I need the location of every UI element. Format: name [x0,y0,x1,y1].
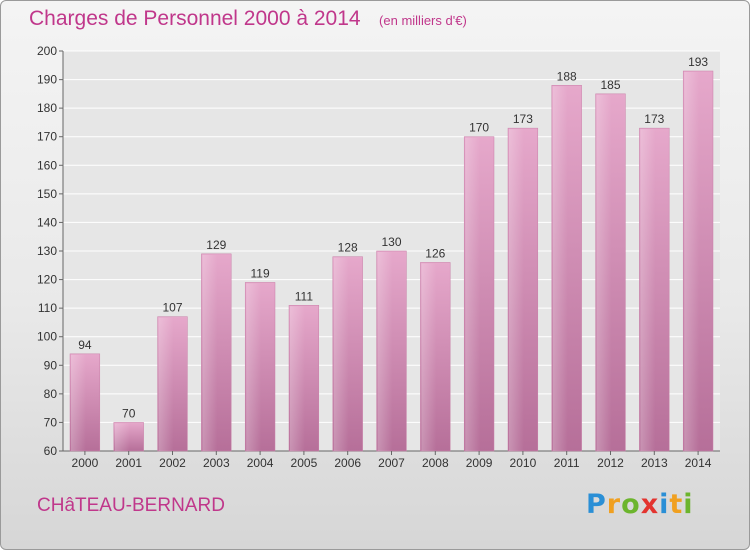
data-label: 111 [295,289,314,303]
logo-letter: r [606,489,622,520]
chart-subtitle: (en milliers d'€) [379,13,467,28]
y-tick-label: 200 [37,44,57,58]
x-tick-label: 2004 [247,456,274,470]
bar-highlight [684,72,700,451]
x-tick-label: 2003 [203,456,230,470]
x-tick-label: 2013 [641,456,668,470]
x-tick-label: 2005 [291,456,318,470]
chart-title-block: Charges de Personnel 2000 à 2014 (en mil… [29,7,467,31]
data-label: 185 [600,78,620,92]
y-tick-label: 130 [37,244,57,258]
y-tick-label: 160 [37,158,57,172]
bar-highlight [246,283,262,451]
y-tick-label: 150 [37,187,57,201]
logo-letter: x [640,489,660,520]
data-label: 193 [688,55,708,69]
bar-highlight [290,306,305,451]
logo-letter: o [621,489,641,520]
data-label: 128 [338,241,358,255]
bar-highlight [509,129,524,451]
x-tick-label: 2006 [334,456,361,470]
bar-highlight [333,257,349,451]
logo-letter: i [659,489,670,520]
bar-highlight [421,263,437,451]
data-label: 107 [162,301,182,315]
logo-letter: P [586,489,607,520]
y-tick-label: 110 [38,301,57,315]
bar-highlight [552,86,568,452]
x-tick-label: 2001 [115,456,142,470]
bar-highlight [71,354,86,451]
bar-highlight [202,254,218,451]
logo-letter: i [683,489,694,520]
y-tick-label: 80 [44,387,58,401]
y-tick-label: 120 [37,273,57,287]
x-tick-label: 2014 [685,456,712,470]
bar-highlight [596,94,612,451]
y-tick-label: 190 [37,73,57,87]
data-label: 173 [644,112,664,126]
chart-title: Charges de Personnel 2000 à 2014 [29,7,361,30]
y-tick-label: 70 [44,415,58,429]
data-label: 126 [425,246,445,260]
bar-highlight [640,129,656,451]
data-label: 129 [206,238,226,252]
y-tick-label: 140 [37,215,57,229]
y-tick-label: 170 [37,130,57,144]
data-label: 94 [78,338,92,352]
x-tick-label: 2010 [510,456,537,470]
x-tick-label: 2002 [159,456,186,470]
x-tick-label: 2012 [597,456,624,470]
city-name: CHâTEAU-BERNARD [37,495,225,516]
x-tick-label: 2011 [554,456,580,470]
bar-highlight [377,252,393,451]
y-tick-label: 90 [44,358,58,372]
x-tick-label: 2000 [72,456,99,470]
bar-highlight [465,137,481,451]
y-tick-label: 100 [37,330,57,344]
x-tick-label: 2009 [466,456,493,470]
bar-highlight [158,317,174,451]
bar-highlight [114,423,130,451]
y-tick-label: 180 [37,101,57,115]
data-label: 119 [251,266,270,280]
x-tick-label: 2008 [422,456,449,470]
data-label: 188 [557,69,577,83]
data-label: 130 [381,235,401,249]
data-label: 170 [469,121,489,135]
proxiti-logo: Proxiti [586,489,694,520]
x-tick-label: 2007 [378,456,405,470]
data-label: 173 [513,112,533,126]
logo-letter: t [669,489,684,520]
y-tick-label: 60 [44,444,58,458]
data-label: 70 [122,406,136,420]
